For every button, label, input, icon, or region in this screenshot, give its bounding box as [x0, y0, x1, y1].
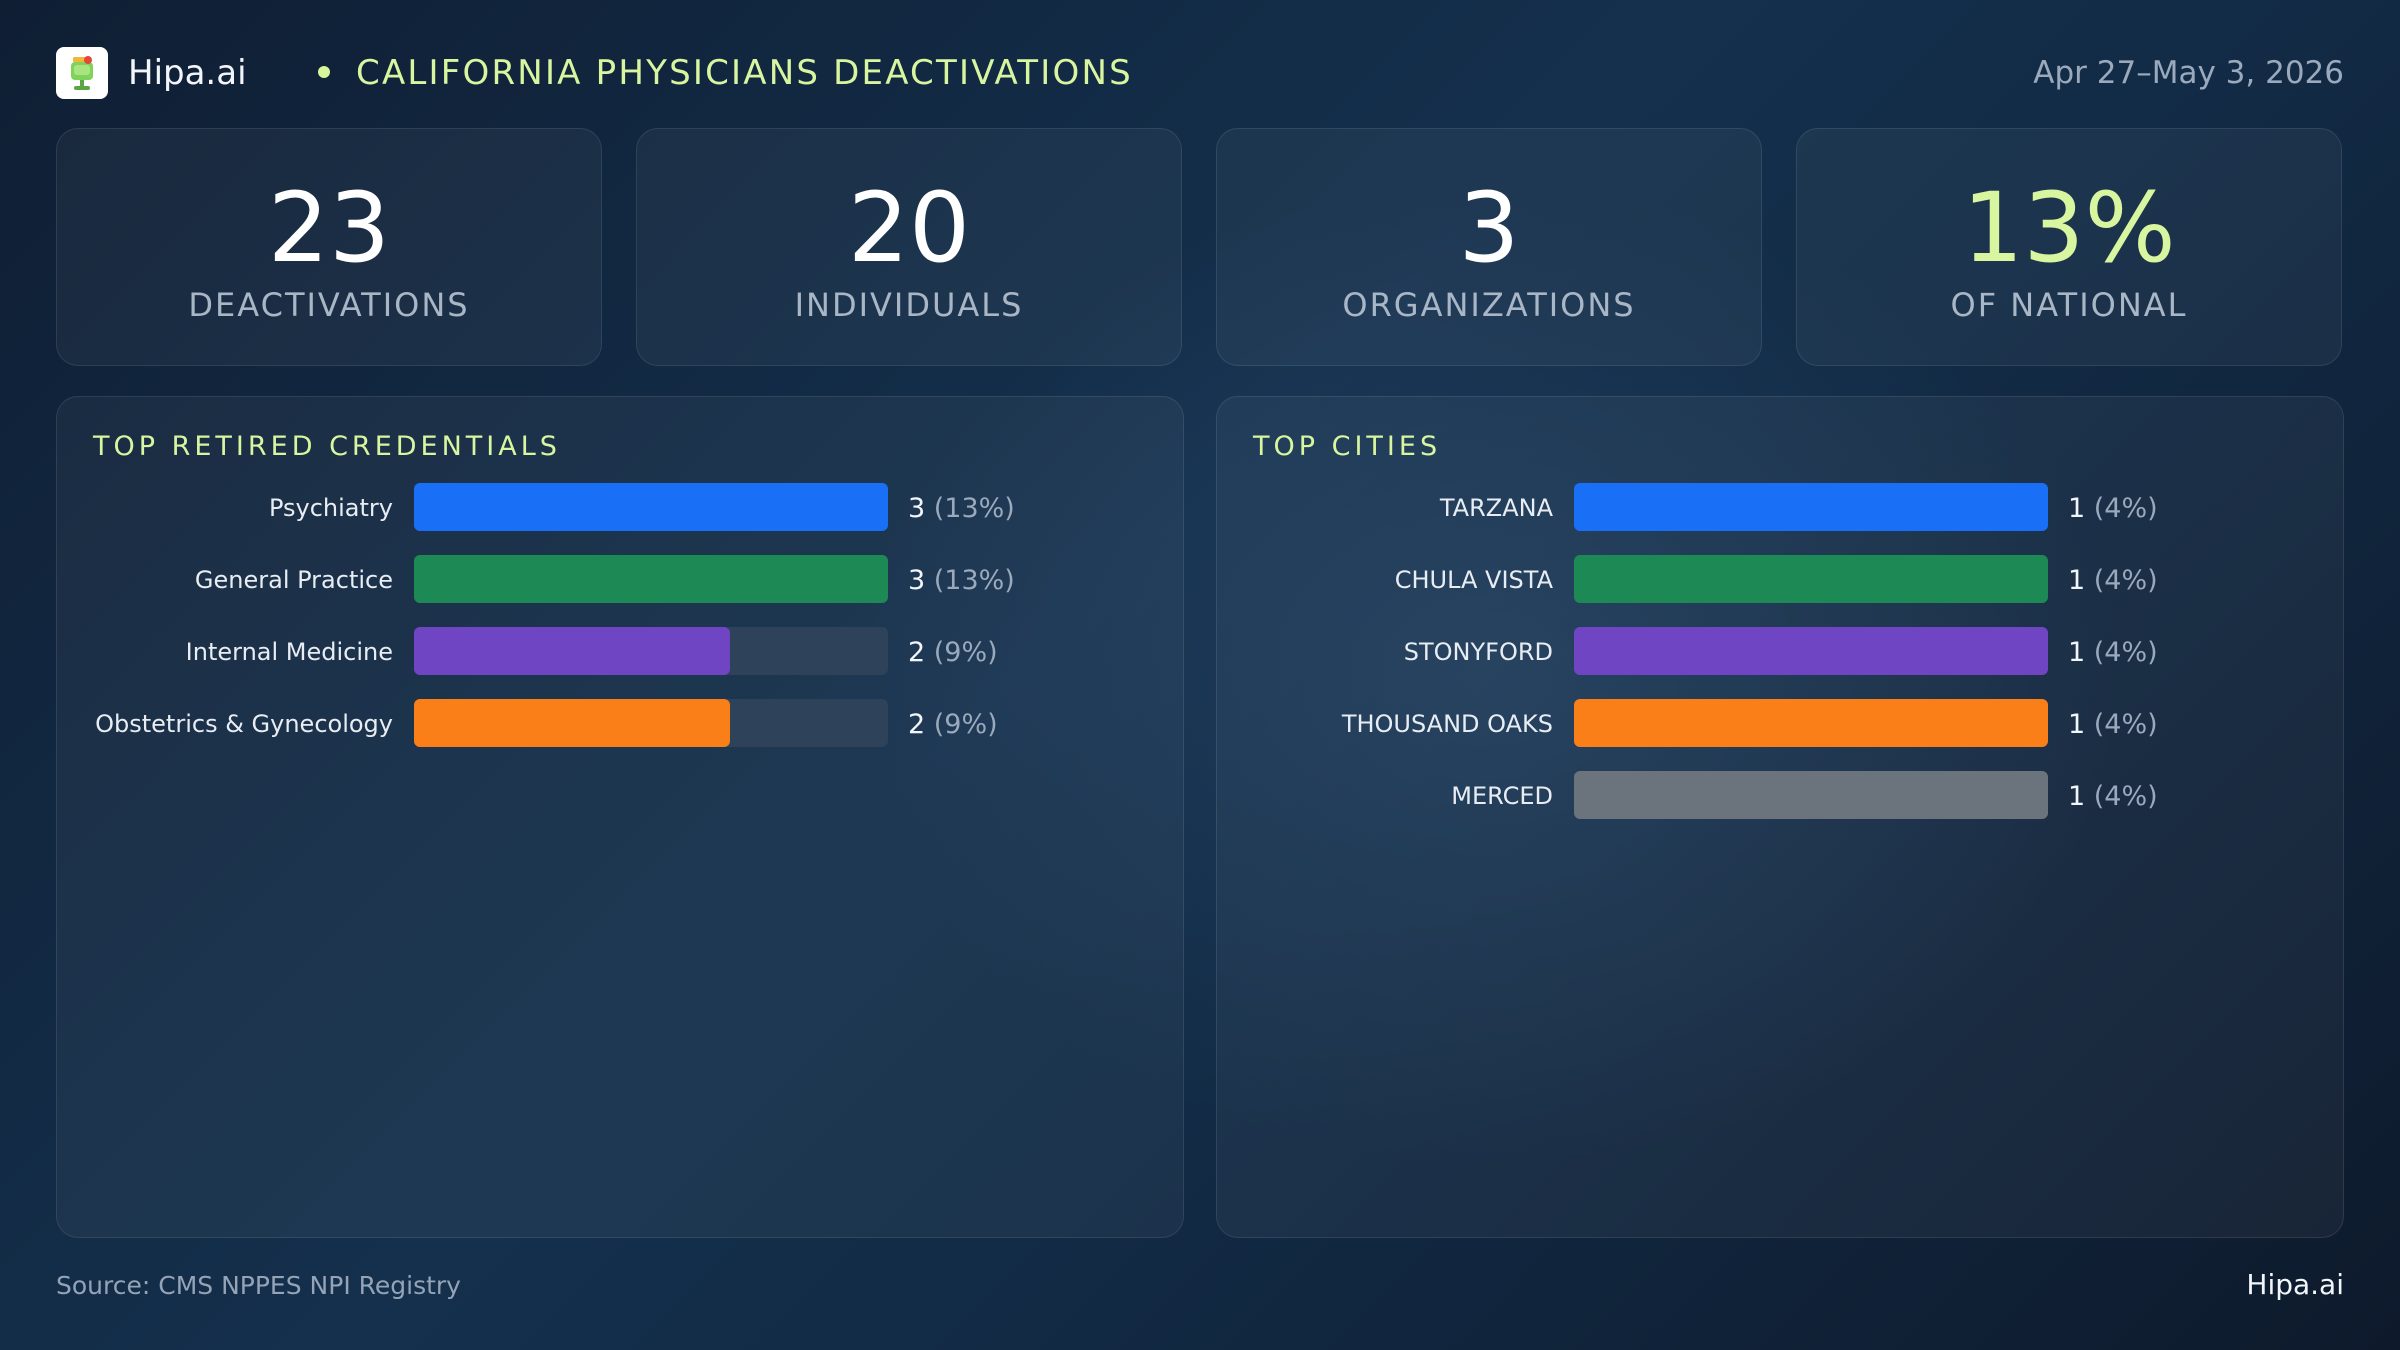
bar-percent: (13%) [934, 493, 1015, 524]
bar-category-label: TARZANA [1439, 494, 1554, 522]
cities-bar-chart: TARZANA 1 (4%) CHULA VISTA 1 (4%) STONYFORD 1… [1341, 483, 2158, 819]
kpi-label: INDIVIDUALS [794, 286, 1024, 324]
header: Hipa.ai CALIFORNIA PHYSICIANS DEACTIVATI… [56, 46, 2344, 102]
page-title: CALIFORNIA PHYSICIANS DEACTIVATIONS [356, 53, 1133, 93]
bar-category-label: CHULA VISTA [1395, 566, 1554, 594]
bar-value: 2 [908, 637, 934, 668]
bar-value: 3 [908, 565, 934, 596]
kpi-label: DEACTIVATIONS [188, 286, 470, 324]
bar [1574, 555, 2048, 603]
kpi-card-individuals: 20 INDIVIDUALS [636, 128, 1182, 366]
source-note: Source: CMS NPPES NPI Registry [56, 1271, 461, 1300]
logo [56, 47, 108, 99]
credentials-bar-chart: Psychiatry 3 (13%) General Practice 3 (13%)… [95, 483, 1015, 747]
bar [414, 555, 888, 603]
kpi-label: OF NATIONAL [1950, 286, 2188, 324]
bar-value: 1 [2068, 493, 2094, 524]
bar-value-label: 1 (4%) [2068, 781, 2158, 812]
bar-value: 2 [908, 709, 934, 740]
bar-value-label: 1 (4%) [2068, 637, 2158, 668]
bar-value-label: 1 (4%) [2068, 493, 2158, 524]
bar-percent: (13%) [934, 565, 1015, 596]
bar-percent: (4%) [2094, 709, 2158, 740]
kpi-card-of-national: 13% OF NATIONAL [1796, 128, 2342, 366]
bar-percent: (9%) [934, 637, 998, 668]
bar-value-label: 1 (4%) [2068, 709, 2158, 740]
bar-value-label: 3 (13%) [908, 565, 1015, 596]
cocktail-glass-icon [71, 56, 93, 90]
panel-title: TOP CITIES [1253, 431, 1442, 462]
kpi-value: 23 [267, 172, 391, 284]
bar-category-label: Obstetrics & Gynecology [95, 710, 393, 738]
bar [414, 699, 730, 747]
bar-value-label: 2 (9%) [908, 709, 998, 740]
kpi-card-organizations: 3 ORGANIZATIONS [1216, 128, 1762, 366]
kpi-value: 3 [1458, 172, 1520, 284]
footer-brand: Hipa.ai [2246, 1268, 2344, 1301]
bar-value-label: 3 (13%) [908, 493, 1015, 524]
date-range: Apr 27–May 3, 2026 [2033, 55, 2344, 91]
bar-value: 1 [2068, 637, 2094, 668]
bar [1574, 627, 2048, 675]
bar-value: 3 [908, 493, 934, 524]
kpi-card-deactivations: 23 DEACTIVATIONS [56, 128, 602, 366]
bar-value: 1 [2068, 709, 2094, 740]
bar-value: 1 [2068, 781, 2094, 812]
bar-category-label: MERCED [1451, 782, 1553, 810]
kpi-label: ORGANIZATIONS [1342, 286, 1636, 324]
bar [414, 627, 730, 675]
bar-value: 1 [2068, 565, 2094, 596]
bar-category-label: THOUSAND OAKS [1341, 710, 1553, 738]
bar-percent: (4%) [2094, 565, 2158, 596]
bar [414, 483, 888, 531]
bar-percent: (9%) [934, 709, 998, 740]
bar-category-label: STONYFORD [1404, 638, 1553, 666]
bar [1574, 483, 2048, 531]
brand-name: Hipa.ai [128, 53, 247, 93]
bar [1574, 699, 2048, 747]
bar-value-label: 1 (4%) [2068, 565, 2158, 596]
bar-category-label: General Practice [195, 566, 393, 594]
bar-percent: (4%) [2094, 637, 2158, 668]
bar-category-label: Internal Medicine [186, 638, 393, 666]
bar-percent: (4%) [2094, 493, 2158, 524]
panel-title: TOP RETIRED CREDENTIALS [93, 431, 561, 462]
cities-panel: TOP CITIES TARZANA 1 (4%) CHULA VISTA 1 (4%… [1216, 396, 2344, 1238]
separator-dot [318, 66, 330, 78]
credentials-panel: TOP RETIRED CREDENTIALS Psychiatry 3 (13%… [56, 396, 1184, 1238]
bar-value-label: 2 (9%) [908, 637, 998, 668]
kpi-value: 20 [847, 172, 971, 284]
kpi-value: 13% [1962, 172, 2176, 284]
bar-category-label: Psychiatry [269, 494, 393, 522]
bar-percent: (4%) [2094, 781, 2158, 812]
bar [1574, 771, 2048, 819]
